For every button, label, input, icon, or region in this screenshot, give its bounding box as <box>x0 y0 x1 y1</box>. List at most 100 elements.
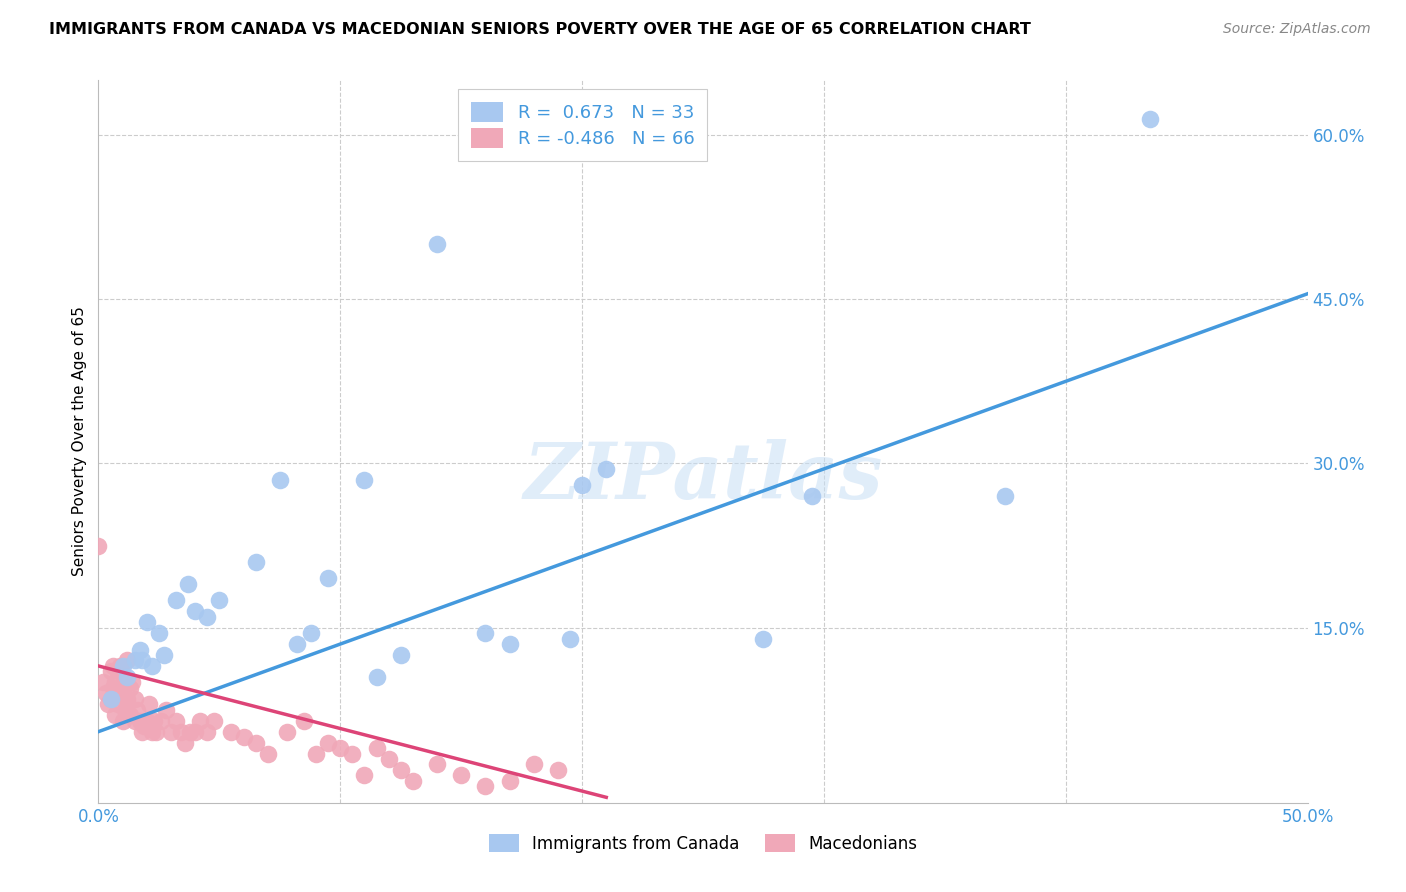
Point <box>366 670 388 684</box>
Point <box>104 708 127 723</box>
Point <box>150 714 173 728</box>
Point <box>299 626 322 640</box>
Point <box>152 648 174 662</box>
Point <box>276 724 298 739</box>
Point <box>245 735 267 749</box>
Point <box>292 714 315 728</box>
Point <box>426 237 449 252</box>
Point <box>571 478 593 492</box>
Point <box>450 768 472 782</box>
Point <box>101 681 124 695</box>
Point <box>94 686 117 700</box>
Point <box>800 489 823 503</box>
Point <box>135 714 157 728</box>
Point <box>165 714 187 728</box>
Point <box>111 659 134 673</box>
Point <box>184 604 207 618</box>
Y-axis label: Seniors Poverty Over the Age of 65: Seniors Poverty Over the Age of 65 <box>72 307 87 576</box>
Point <box>127 703 149 717</box>
Point <box>498 773 520 788</box>
Point <box>377 752 399 766</box>
Point <box>118 681 141 695</box>
Point <box>155 703 177 717</box>
Point <box>353 768 375 782</box>
Point <box>101 659 124 673</box>
Text: ZIPatlas: ZIPatlas <box>523 440 883 516</box>
Point <box>97 698 120 712</box>
Point <box>108 681 131 695</box>
Point <box>523 757 546 772</box>
Point <box>145 724 167 739</box>
Point <box>595 462 617 476</box>
Point <box>285 637 308 651</box>
Point <box>104 675 127 690</box>
Point <box>188 714 211 728</box>
Point <box>114 703 136 717</box>
Point <box>547 763 569 777</box>
Point <box>107 665 129 679</box>
Point <box>131 724 153 739</box>
Point <box>474 626 496 640</box>
Point <box>160 724 183 739</box>
Point <box>994 489 1017 503</box>
Point <box>177 577 200 591</box>
Point <box>124 714 146 728</box>
Point <box>134 719 156 733</box>
Legend: Immigrants from Canada, Macedonians: Immigrants from Canada, Macedonians <box>482 828 924 860</box>
Point <box>389 648 412 662</box>
Point <box>256 747 278 761</box>
Point <box>558 632 581 646</box>
Point <box>141 724 163 739</box>
Point <box>121 675 143 690</box>
Point <box>128 714 150 728</box>
Point <box>91 675 114 690</box>
Point <box>100 665 122 679</box>
Point <box>402 773 425 788</box>
Point <box>195 724 218 739</box>
Point <box>1139 112 1161 126</box>
Point <box>245 555 267 569</box>
Point <box>474 780 496 794</box>
Point <box>165 593 187 607</box>
Point <box>389 763 412 777</box>
Point <box>117 653 139 667</box>
Point <box>124 653 146 667</box>
Point <box>111 686 134 700</box>
Point <box>426 757 449 772</box>
Point <box>232 730 254 744</box>
Point <box>204 714 226 728</box>
Point <box>141 659 163 673</box>
Point <box>108 659 131 673</box>
Point <box>366 741 388 756</box>
Point <box>179 724 201 739</box>
Point <box>269 473 291 487</box>
Point <box>114 675 136 690</box>
Text: IMMIGRANTS FROM CANADA VS MACEDONIAN SENIORS POVERTY OVER THE AGE OF 65 CORRELAT: IMMIGRANTS FROM CANADA VS MACEDONIAN SEN… <box>49 22 1031 37</box>
Point <box>221 724 243 739</box>
Point <box>353 473 375 487</box>
Point <box>143 714 166 728</box>
Point <box>131 653 153 667</box>
Point <box>752 632 775 646</box>
Point <box>128 642 150 657</box>
Point <box>111 714 134 728</box>
Point <box>195 609 218 624</box>
Point <box>138 698 160 712</box>
Point <box>316 571 339 585</box>
Point <box>498 637 520 651</box>
Point <box>100 691 122 706</box>
Point <box>329 741 352 756</box>
Point <box>87 539 110 553</box>
Point <box>117 670 139 684</box>
Point <box>107 698 129 712</box>
Point <box>118 708 141 723</box>
Point <box>208 593 231 607</box>
Point <box>316 735 339 749</box>
Point <box>135 615 157 630</box>
Point <box>305 747 328 761</box>
Point <box>100 691 122 706</box>
Point <box>174 735 197 749</box>
Point <box>148 626 170 640</box>
Point <box>342 747 364 761</box>
Point <box>169 724 191 739</box>
